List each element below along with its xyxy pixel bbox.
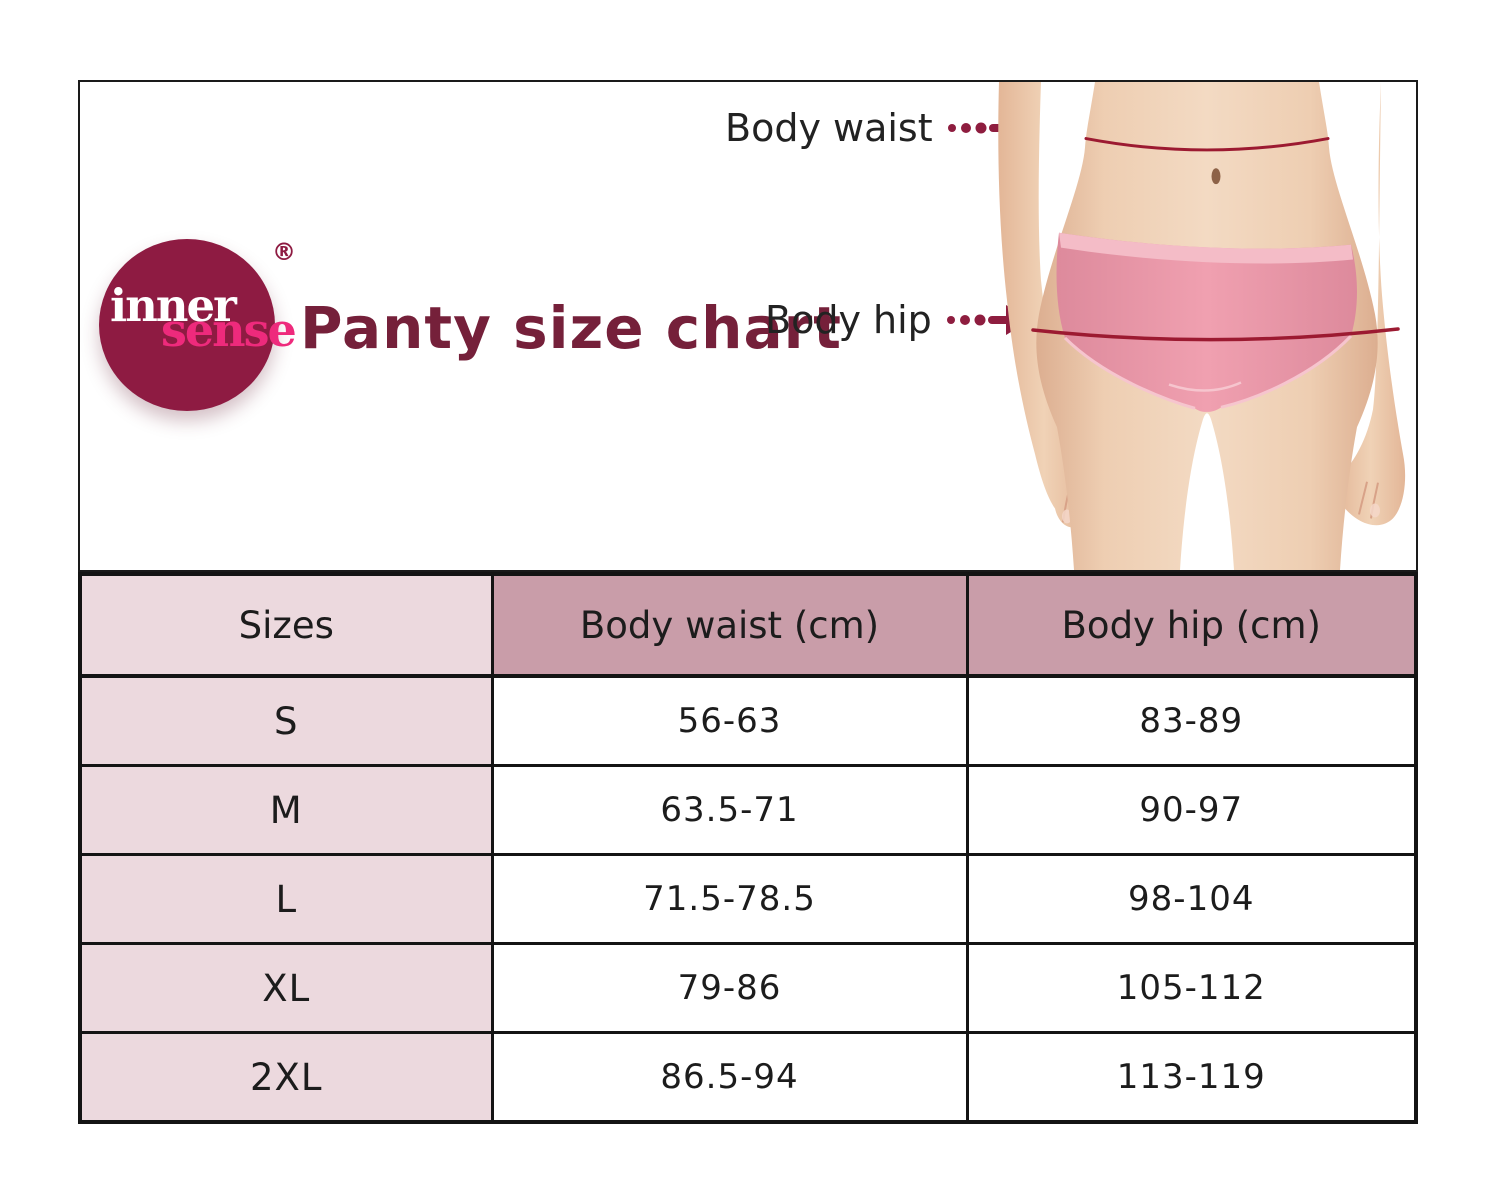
panty-crotch-seam (1168, 381, 1242, 392)
page-title: Panty size chart (300, 294, 842, 362)
waist-range: 86.5-94 (490, 1031, 969, 1124)
hip-range: 98-104 (965, 853, 1418, 945)
hip-range: 90-97 (965, 764, 1418, 856)
hip-range: 83-89 (965, 674, 1418, 767)
waist-measure-line (1084, 137, 1330, 152)
size-label: XL (78, 942, 494, 1034)
table-header-row: Sizes Body waist (cm) Body hip (cm) (78, 572, 1418, 678)
table-row: XL 79-86 105-112 (78, 942, 1418, 1034)
waist-range: 79-86 (490, 942, 969, 1034)
body-hip-label: Body hip (765, 298, 932, 342)
waist-range: 71.5-78.5 (490, 853, 969, 945)
size-label: S (78, 674, 494, 767)
size-table: Sizes Body waist (cm) Body hip (cm) S 56… (78, 572, 1418, 1124)
hip-measure-line (1031, 327, 1400, 342)
model-right-arm (1336, 82, 1406, 526)
brand-logo-word-inner: inner (110, 279, 237, 332)
panty-leg-piping (1063, 334, 1353, 410)
table-row: 2XL 86.5-94 113-119 (78, 1031, 1418, 1124)
table-row: M 63.5-71 90-97 (78, 764, 1418, 856)
size-label: L (78, 853, 494, 945)
table-row: L 71.5-78.5 98-104 (78, 853, 1418, 945)
table-row: S 56-63 83-89 (78, 674, 1418, 767)
body-hip-annotation: Body hip (765, 298, 1032, 342)
hip-range: 113-119 (965, 1031, 1418, 1124)
panty-waistband (1059, 232, 1353, 264)
model-photo-illustration (998, 82, 1406, 570)
column-header-sizes: Sizes (78, 572, 494, 678)
waist-range: 56-63 (490, 674, 969, 767)
brand-logo: inner sense (99, 239, 297, 411)
column-header-body-waist: Body waist (cm) (490, 572, 969, 678)
column-header-body-hip: Body hip (cm) (965, 572, 1418, 678)
size-label: 2XL (78, 1031, 494, 1124)
size-label: M (78, 764, 494, 856)
waist-range: 63.5-71 (490, 764, 969, 856)
header-panel: inner sense ® Panty size chart Body wais… (78, 80, 1418, 572)
panty (1056, 232, 1357, 412)
hip-range: 105-112 (965, 942, 1418, 1034)
brand-logo-word-sense: sense (161, 303, 297, 357)
body-waist-label: Body waist (725, 106, 933, 150)
registered-trademark-symbol: ® (272, 238, 296, 266)
model-navel (1211, 168, 1221, 185)
